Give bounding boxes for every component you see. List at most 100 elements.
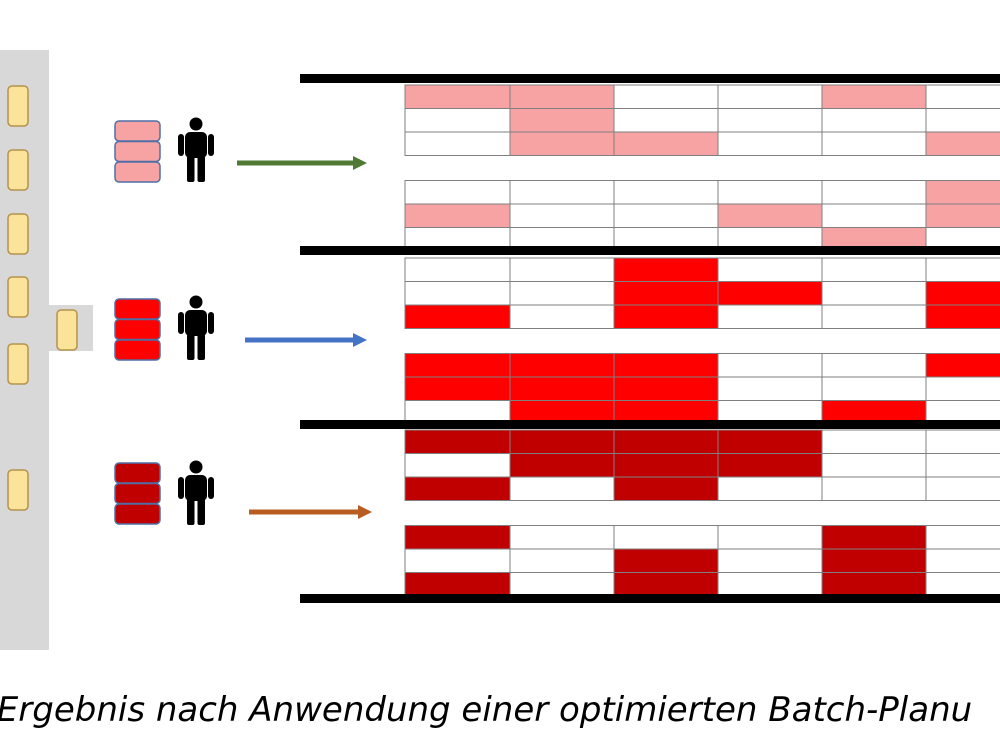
occupied-slot <box>509 108 615 133</box>
occupied-slot <box>613 257 719 282</box>
schedule-grid <box>404 84 1000 252</box>
batch-stack-icon <box>114 120 161 183</box>
lane-separator <box>300 246 1000 255</box>
occupied-slot <box>404 353 511 378</box>
free-slot <box>925 108 1000 133</box>
schedule-grid <box>404 257 1000 425</box>
occupied-slot <box>404 203 511 228</box>
free-slot <box>821 353 927 378</box>
free-slot <box>717 525 823 550</box>
free-slot <box>717 304 823 329</box>
free-slot <box>821 376 927 401</box>
occupied-slot <box>613 429 719 454</box>
free-slot <box>925 429 1000 454</box>
occupied-slot <box>717 281 823 306</box>
free-slot <box>821 180 927 205</box>
occupied-slot <box>404 572 511 597</box>
occupied-slot <box>509 453 615 478</box>
occupied-slot <box>613 376 719 401</box>
occupied-slot <box>509 353 615 378</box>
free-slot <box>404 131 511 156</box>
free-slot <box>821 281 927 306</box>
batch-stack-icon <box>114 298 161 361</box>
free-slot <box>717 548 823 573</box>
free-slot <box>717 257 823 282</box>
free-slot <box>821 257 927 282</box>
free-slot <box>821 453 927 478</box>
right-arrow-icon <box>237 156 367 170</box>
occupied-slot <box>925 180 1000 205</box>
occupied-slot <box>613 453 719 478</box>
occupied-slot <box>821 572 927 597</box>
free-slot <box>613 525 719 550</box>
occupied-slot <box>717 203 823 228</box>
occupied-slot <box>717 453 823 478</box>
free-slot <box>717 476 823 501</box>
occupied-slot <box>613 476 719 501</box>
occupied-slot <box>509 84 615 109</box>
free-slot <box>404 453 511 478</box>
queue-item-icon <box>7 343 29 385</box>
free-slot <box>613 203 719 228</box>
free-slot <box>717 84 823 109</box>
occupied-slot <box>613 572 719 597</box>
right-arrow-icon <box>245 333 367 347</box>
occupied-slot <box>404 304 511 329</box>
free-slot <box>509 180 615 205</box>
batch-stack-icon <box>114 462 161 525</box>
person-icon <box>178 117 214 182</box>
occupied-slot <box>925 304 1000 329</box>
lane-1 <box>114 84 1000 252</box>
queue-item-icon <box>7 469 29 511</box>
free-slot <box>821 429 927 454</box>
free-slot <box>925 525 1000 550</box>
occupied-slot <box>404 476 511 501</box>
lane-separator <box>300 594 1000 603</box>
occupied-slot <box>613 548 719 573</box>
queue-item-icon <box>7 85 29 127</box>
occupied-slot <box>404 84 511 109</box>
free-slot <box>404 108 511 133</box>
occupied-slot <box>509 429 615 454</box>
free-slot <box>717 108 823 133</box>
occupied-slot <box>613 304 719 329</box>
free-slot <box>613 84 719 109</box>
free-slot <box>509 257 615 282</box>
caption-text: r Ergebnis nach Anwendung einer optimier… <box>0 690 973 730</box>
occupied-slot <box>404 376 511 401</box>
occupied-slot <box>613 281 719 306</box>
occupied-slot <box>821 525 927 550</box>
free-slot <box>925 548 1000 573</box>
free-slot <box>925 376 1000 401</box>
free-slot <box>404 180 511 205</box>
schedule-grid <box>404 429 1000 597</box>
figure-caption: r Ergebnis nach Anwendung einer optimier… <box>0 682 1000 738</box>
free-slot <box>821 476 927 501</box>
free-slot <box>509 476 615 501</box>
occupied-slot <box>925 131 1000 156</box>
person-icon <box>178 460 214 525</box>
free-slot <box>509 548 615 573</box>
occupied-slot <box>821 84 927 109</box>
queue-item-icon <box>7 213 29 255</box>
queue-items <box>7 85 78 511</box>
occupied-slot <box>821 548 927 573</box>
lane-separator <box>300 420 1000 429</box>
free-slot <box>404 281 511 306</box>
free-slot <box>509 304 615 329</box>
free-slot <box>821 108 927 133</box>
free-slot <box>613 108 719 133</box>
occupied-slot <box>509 376 615 401</box>
free-slot <box>509 525 615 550</box>
occupied-slot <box>613 353 719 378</box>
free-slot <box>925 257 1000 282</box>
free-slot <box>509 203 615 228</box>
occupied-slot <box>613 131 719 156</box>
free-slot <box>925 572 1000 597</box>
queue-item-icon <box>56 309 78 351</box>
free-slot <box>509 572 615 597</box>
right-arrow-icon <box>249 505 372 519</box>
free-slot <box>717 131 823 156</box>
free-slot <box>509 281 615 306</box>
